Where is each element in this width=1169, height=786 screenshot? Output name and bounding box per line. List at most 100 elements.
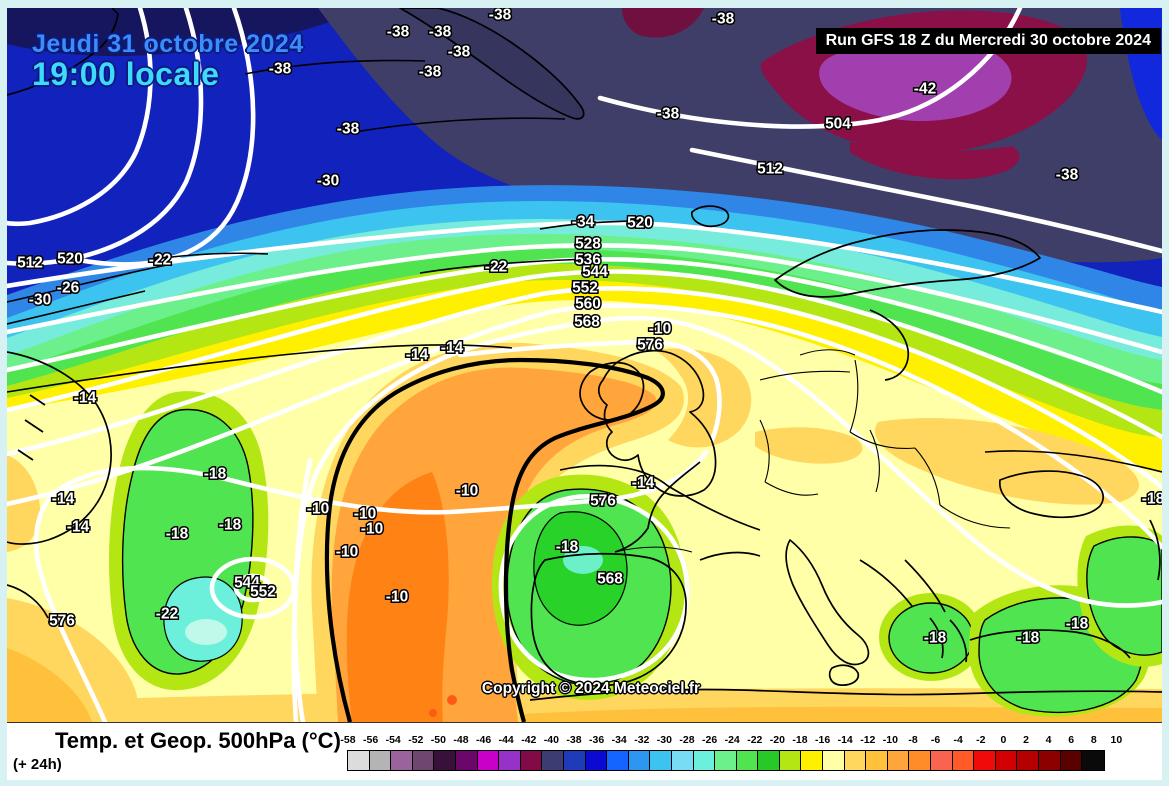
isotherm-minus10-line <box>324 357 665 722</box>
temperature-label: -38 <box>489 8 512 24</box>
geopotential-label: 568 <box>597 571 623 588</box>
copyright-watermark: Copyright © 2024 Meteociel.fr <box>481 680 701 697</box>
geopotential-label: 576 <box>590 493 616 510</box>
isotherm-lines <box>7 59 1162 531</box>
scale-tick-label: 6 <box>1068 734 1075 746</box>
scale-tick-label: -10 <box>882 734 898 746</box>
scale-tick-label: -26 <box>702 734 718 746</box>
scale-swatch <box>735 750 759 771</box>
temperature-label: -14 <box>52 491 75 508</box>
temperature-label: -10 <box>456 483 478 500</box>
scale-swatch <box>498 750 521 771</box>
temperature-color-scale <box>347 750 1106 771</box>
scale-tick-label: 8 <box>1090 734 1097 746</box>
scale-tick-label: 2 <box>1023 734 1029 746</box>
scale-swatch <box>519 750 543 771</box>
temperature-label: -30 <box>317 173 339 190</box>
temperature-label: -26 <box>57 280 80 297</box>
scale-tick-label: -28 <box>679 734 695 746</box>
scale-swatch <box>606 750 629 771</box>
scale-swatch <box>1059 750 1083 771</box>
temperature-label: -38 <box>1056 167 1079 184</box>
model-run-banner: Run GFS 18 Z du Mercredi 30 octobre 2024 <box>815 28 1161 54</box>
temperature-label: -22 <box>485 259 507 276</box>
geopotential-label: 568 <box>574 314 600 331</box>
temperature-label: -34 <box>572 214 595 231</box>
scale-swatch <box>584 750 608 771</box>
scale-swatch <box>562 750 586 771</box>
scale-tick-label: -24 <box>724 734 740 746</box>
scale-tick-label: -52 <box>408 734 424 746</box>
scale-tick-label: -22 <box>747 734 763 746</box>
scale-tick-label: -44 <box>498 734 514 746</box>
scale-swatch <box>886 750 910 771</box>
scale-swatch <box>670 750 694 771</box>
temperature-label: -10 <box>386 589 408 606</box>
temperature-label: -18 <box>556 539 579 556</box>
scale-tick-label: -12 <box>860 734 876 746</box>
temperature-label: -38 <box>657 106 680 123</box>
geopotential-label: 512 <box>757 161 783 178</box>
scale-tick-label: -38 <box>566 734 582 746</box>
geopotential-label: 520 <box>57 251 83 268</box>
temperature-label: -10 <box>336 544 358 561</box>
scale-tick-label: 0 <box>1000 734 1007 746</box>
temperature-label: -18 <box>1066 616 1089 633</box>
scale-tick-label: -56 <box>363 734 379 746</box>
scale-tick-label: -32 <box>634 734 650 746</box>
geopotential-label: 544 <box>582 264 608 281</box>
temperature-label: -14 <box>441 340 464 357</box>
geopotential-label: 504 <box>825 116 851 133</box>
scale-tick-label: -42 <box>521 734 537 746</box>
scale-tick-label: 4 <box>1045 734 1052 746</box>
scale-swatch <box>951 750 975 771</box>
coastlines <box>7 8 1162 701</box>
scale-tick-label: -36 <box>589 734 605 746</box>
scale-swatch <box>390 750 413 771</box>
contour-labels: -38 -38 -38 -38 -38 -38 -38 -38 -38 -38 -42 -30 -34 -… <box>16 8 1162 648</box>
scale-swatch <box>973 750 996 771</box>
scale-swatch <box>1016 750 1039 771</box>
scale-tick-label: -50 <box>430 734 446 746</box>
scale-tick-label: -30 <box>656 734 672 746</box>
scale-swatch <box>908 750 932 771</box>
temperature-label: -30 <box>29 292 51 309</box>
temperature-label: -18 <box>219 517 242 534</box>
geopotential-label: 544 <box>234 575 260 592</box>
map-time-label: 19:00 locale <box>32 56 220 92</box>
temperature-label: -22 <box>156 606 178 623</box>
temperature-label: -18 <box>924 630 947 647</box>
scale-swatch <box>1081 750 1106 771</box>
scale-swatch <box>649 750 672 771</box>
temperature-label: -38 <box>269 61 292 78</box>
scale-swatch <box>347 750 370 771</box>
map-date-label: Jeudi 31 octobre 2024 <box>32 30 304 58</box>
scale-tick-label: -40 <box>543 734 559 746</box>
scale-tick-label: -14 <box>837 734 853 746</box>
scale-swatch <box>778 750 802 771</box>
scale-swatch <box>714 750 737 771</box>
scale-tick-label: -48 <box>453 734 469 746</box>
temperature-label: -10 <box>361 521 383 538</box>
geopotential-label: 552 <box>572 280 598 297</box>
scale-tick-label: -34 <box>611 734 627 746</box>
temperature-label: -10 <box>354 506 376 523</box>
temperature-label: -10 <box>649 321 671 338</box>
temperature-label: -18 <box>166 526 189 543</box>
forecast-lead-time: (+ 24h) <box>13 756 62 773</box>
scale-swatch <box>800 750 824 771</box>
temperature-label: -18 <box>1017 630 1040 647</box>
scale-swatch <box>692 750 716 771</box>
scale-tick-label: -58 <box>340 734 356 746</box>
temperature-label: -18 <box>1142 491 1162 508</box>
country-borders <box>614 349 1011 553</box>
scale-tick-label: -8 <box>908 734 918 746</box>
scale-swatch <box>368 750 392 771</box>
temperature-label: -38 <box>448 44 471 61</box>
scale-tick-label: -6 <box>930 734 941 746</box>
weather-map-canvas: -38 -38 -38 -38 -38 -38 -38 -38 -38 -38 -42 -30 -34 -… <box>7 8 1162 722</box>
geopotential-label: 520 <box>627 215 653 232</box>
scale-swatch <box>994 750 1018 771</box>
temperature-label: -38 <box>429 24 452 41</box>
temperature-label: -14 <box>632 475 655 492</box>
